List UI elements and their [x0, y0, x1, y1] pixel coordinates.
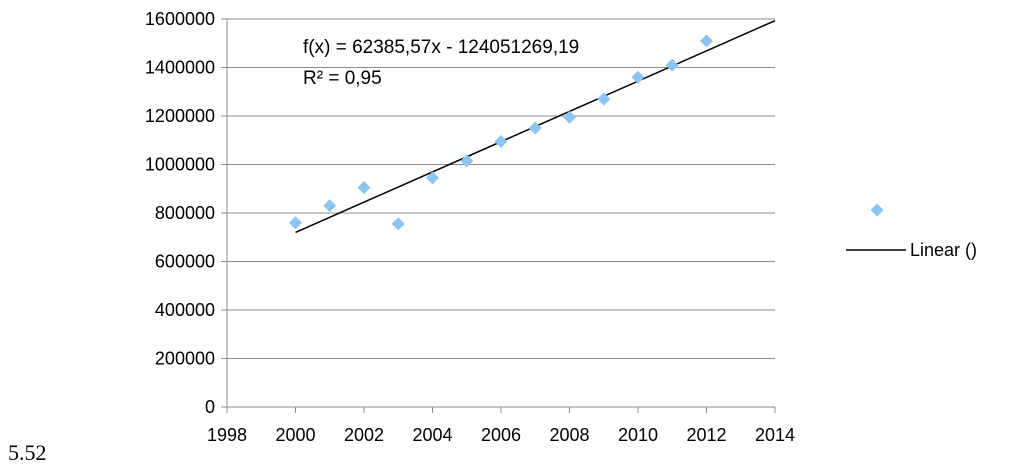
y-tick-label-1400000: 1400000: [145, 58, 215, 78]
legend-marker-scatter: [870, 203, 884, 217]
x-tick-label-2000: 2000: [275, 425, 315, 445]
x-tick-label-2004: 2004: [412, 425, 452, 445]
x-tick-label-2008: 2008: [549, 425, 589, 445]
data-point-2008: [563, 110, 576, 124]
axes: [221, 18, 776, 413]
y-tick-label-400000: 400000: [155, 300, 215, 320]
x-tick-label-1998: 1998: [207, 425, 247, 445]
legend-label-linear: Linear (): [910, 240, 977, 260]
data-point-2011: [665, 58, 679, 72]
data-point-2003: [391, 217, 405, 231]
trendline-r-squared: R² = 0,95: [303, 68, 382, 89]
y-tick-label-600000: 600000: [155, 252, 215, 272]
x-tick-label-2002: 2002: [344, 425, 384, 445]
y-tick-label-0: 0: [205, 397, 215, 417]
x-tick-label-2014: 2014: [755, 425, 795, 445]
data-point-2000: [289, 216, 302, 230]
x-axis-tick-labels: 1998 2000 2002 2004 2006 2008 2010 2012 2014: [207, 425, 795, 445]
data-point-2004: [426, 171, 439, 185]
y-tick-label-1000000: 1000000: [145, 155, 215, 175]
data-point-2007: [528, 121, 542, 135]
legend: Linear (): [846, 203, 977, 260]
data-point-2012: [700, 34, 713, 48]
data-point-2002: [357, 181, 371, 195]
y-axis-tick-labels: 0 200000 400000 600000 800000 1000000 1200000 1…: [145, 9, 215, 417]
y-tick-label-1600000: 1600000: [145, 9, 215, 29]
figure-number-label: 5.52: [8, 440, 47, 465]
trendline-equation: f(x) = 62385,57x - 124051269,19: [303, 37, 579, 58]
data-point-2006: [494, 134, 508, 148]
gridlines: [227, 18, 775, 359]
x-tick-label-2006: 2006: [481, 425, 521, 445]
data-point-2001: [323, 199, 337, 213]
data-points: [289, 34, 713, 231]
x-tick-label-2012: 2012: [686, 425, 726, 445]
data-point-2010: [631, 70, 645, 84]
data-point-2005: [460, 154, 474, 168]
trendline-annotation: f(x) = 62385,57x - 124051269,19 R² = 0,9…: [303, 37, 579, 89]
y-tick-label-800000: 800000: [155, 203, 215, 223]
x-tick-label-2010: 2010: [618, 425, 658, 445]
y-tick-label-200000: 200000: [155, 349, 215, 369]
data-point-2009: [597, 92, 611, 106]
y-tick-label-1200000: 1200000: [145, 106, 215, 126]
